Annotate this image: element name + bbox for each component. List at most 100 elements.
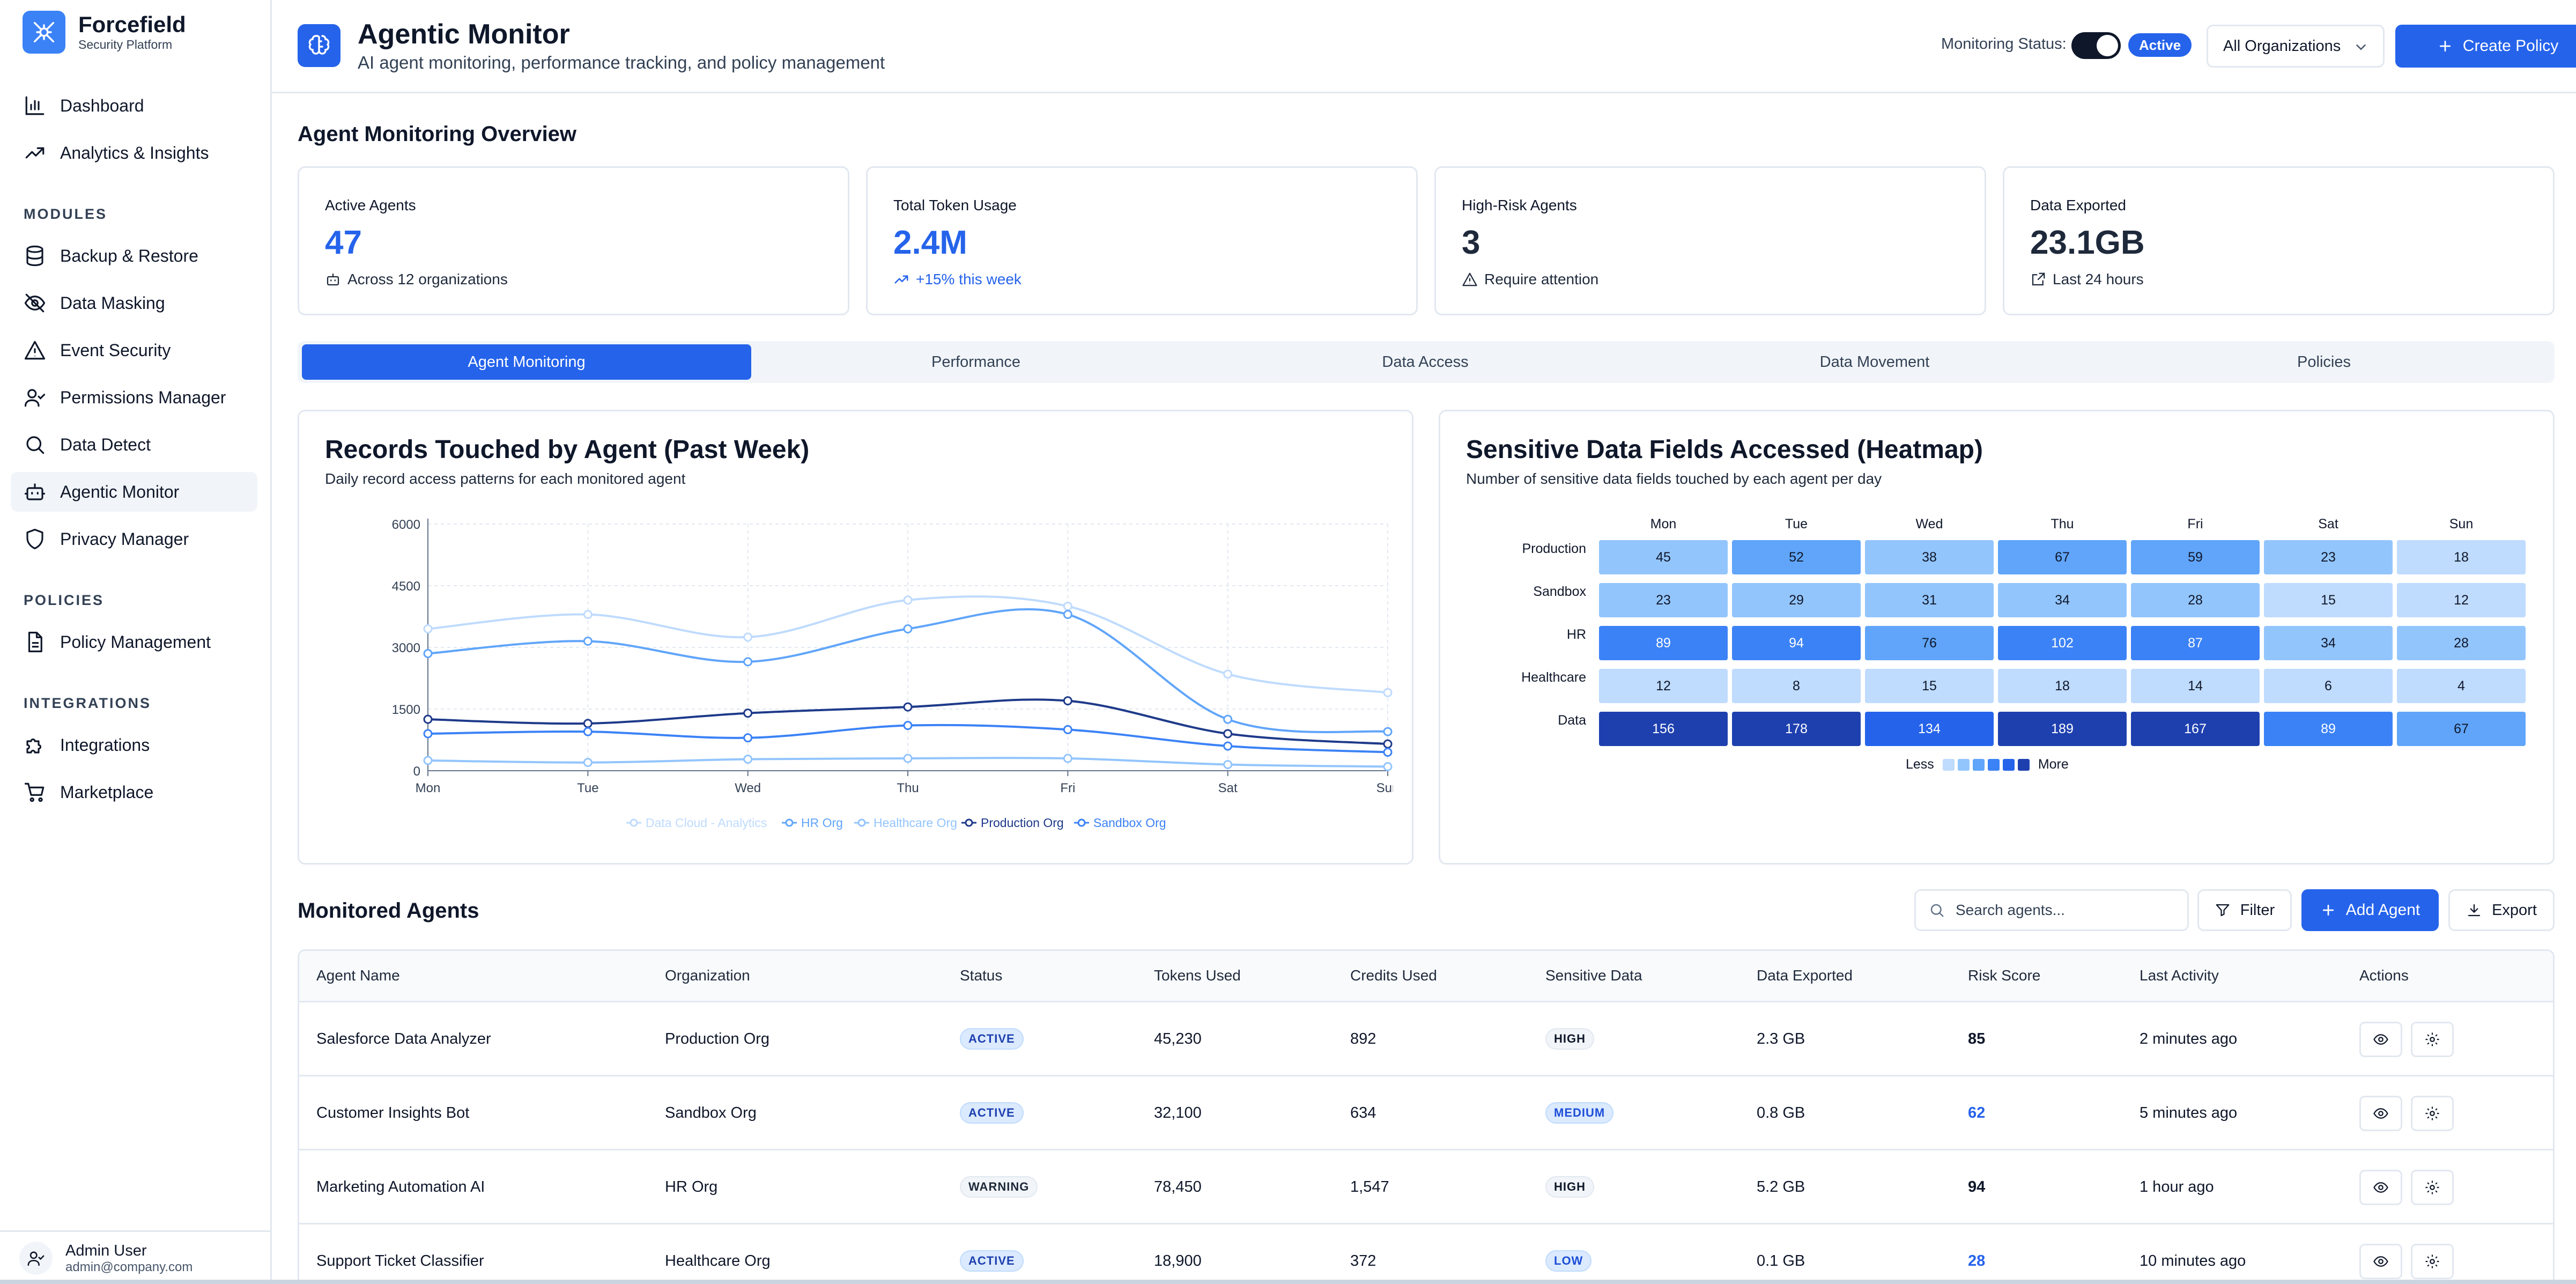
sidebar-item-policy-management[interactable]: Policy Management xyxy=(11,622,257,662)
create-policy-button[interactable]: Create Policy xyxy=(2395,25,2576,68)
sidebar-item-analytics[interactable]: Analytics & Insights xyxy=(11,133,257,173)
heatmap-cell[interactable]: 34 xyxy=(1998,583,2127,617)
heatmap-cell[interactable]: 12 xyxy=(2397,583,2526,617)
sidebar-item-permissions[interactable]: Permissions Manager xyxy=(11,378,257,417)
column-header[interactable]: Agent Name xyxy=(316,967,400,984)
heatmap-legend-swatch xyxy=(2002,758,2015,771)
column-header[interactable]: Data Exported xyxy=(1757,967,1853,984)
heatmap-cell[interactable]: 189 xyxy=(1998,712,2127,746)
heatmap-cell[interactable]: 38 xyxy=(1865,540,1994,574)
agent-name[interactable]: Customer Insights Bot xyxy=(316,1104,470,1121)
heatmap-cell[interactable]: 6 xyxy=(2264,669,2393,703)
add-agent-button[interactable]: Add Agent xyxy=(2301,889,2439,931)
tab-agent-monitoring[interactable]: Agent Monitoring xyxy=(302,344,751,380)
column-header[interactable]: Risk Score xyxy=(1968,967,2041,984)
column-header[interactable]: Status xyxy=(960,967,1003,984)
x-tick-label: Sun xyxy=(1376,781,1393,795)
legend-entry: Sandbox Org xyxy=(1093,816,1166,830)
data-exported: 2.3 GB xyxy=(1757,1030,1805,1047)
heatmap-cell[interactable]: 29 xyxy=(1732,583,1861,617)
heatmap-cell[interactable]: 89 xyxy=(2264,712,2393,746)
heatmap-cell[interactable]: 18 xyxy=(1998,669,2127,703)
export-button[interactable]: Export xyxy=(2448,889,2555,931)
stat-note: Across 12 organizations xyxy=(325,271,508,288)
table-row[interactable]: Salesforce Data Analyzer Production Org AC… xyxy=(299,1002,2553,1076)
heatmap-cell[interactable]: 4 xyxy=(2397,669,2526,703)
heatmap-cell[interactable]: 156 xyxy=(1599,712,1728,746)
monitoring-toggle[interactable] xyxy=(2071,32,2121,59)
heatmap-cell[interactable]: 89 xyxy=(1599,626,1728,660)
column-header[interactable]: Sensitive Data xyxy=(1545,967,1642,984)
heatmap-cell[interactable]: 23 xyxy=(1599,583,1728,617)
tab-data-movement[interactable]: Data Movement xyxy=(1819,353,1930,371)
view-agent-button[interactable] xyxy=(2359,1244,2402,1279)
heatmap-cell[interactable]: 15 xyxy=(1865,669,1994,703)
eye-icon xyxy=(2373,1034,2388,1045)
heatmap-cell[interactable]: 94 xyxy=(1732,626,1861,660)
view-agent-button[interactable] xyxy=(2359,1022,2402,1057)
heatmap-cell[interactable]: 14 xyxy=(2131,669,2260,703)
sidebar-item-backup[interactable]: Backup & Restore xyxy=(11,236,257,276)
agent-settings-button[interactable] xyxy=(2411,1170,2454,1205)
heatmap-cell[interactable]: 28 xyxy=(2397,626,2526,660)
heatmap-cell[interactable]: 15 xyxy=(2264,583,2393,617)
sidebar-item-agentic-monitor[interactable]: Agentic Monitor xyxy=(11,472,257,512)
agent-settings-button[interactable] xyxy=(2411,1096,2454,1131)
heatmap-cell[interactable]: 31 xyxy=(1865,583,1994,617)
table-row[interactable]: Support Ticket Classifier Healthcare Org A… xyxy=(299,1224,2553,1284)
sidebar-item-event-security[interactable]: Event Security xyxy=(11,330,257,370)
heatmap-cell[interactable]: 67 xyxy=(2397,712,2526,746)
heatmap-cell[interactable]: 59 xyxy=(2131,540,2260,574)
scrollbar-track[interactable] xyxy=(0,1280,2576,1284)
column-header[interactable]: Last Activity xyxy=(2140,967,2219,984)
heatmap-cell[interactable]: 23 xyxy=(2264,540,2393,574)
last-activity: 10 minutes ago xyxy=(2140,1252,2246,1270)
agent-search[interactable] xyxy=(1914,889,2189,931)
filter-button[interactable]: Filter xyxy=(2197,889,2292,931)
search-input[interactable] xyxy=(1955,901,2180,919)
sidebar-item-marketplace[interactable]: Marketplace xyxy=(11,772,257,812)
heatmap-cell[interactable]: 52 xyxy=(1732,540,1861,574)
view-agent-button[interactable] xyxy=(2359,1170,2402,1205)
eye-icon xyxy=(2373,1108,2388,1119)
sidebar-item-privacy[interactable]: Privacy Manager xyxy=(11,519,257,559)
data-point xyxy=(1383,739,1393,749)
heatmap-cell[interactable]: 45 xyxy=(1599,540,1728,574)
heatmap-cell[interactable]: 28 xyxy=(2131,583,2260,617)
heatmap-cell[interactable]: 12 xyxy=(1599,669,1728,703)
heatmap-cell[interactable]: 18 xyxy=(2397,540,2526,574)
heatmap-cell[interactable]: 34 xyxy=(2264,626,2393,660)
heatmap-cell[interactable]: 87 xyxy=(2131,626,2260,660)
heatmap-cell[interactable]: 8 xyxy=(1732,669,1861,703)
stat-note-text: +15% this week xyxy=(916,271,1021,287)
sidebar-item-data-masking[interactable]: Data Masking xyxy=(11,283,257,323)
agent-name[interactable]: Support Ticket Classifier xyxy=(316,1252,484,1270)
heatmap-cell[interactable]: 67 xyxy=(1998,540,2127,574)
heatmap-cell[interactable]: 178 xyxy=(1732,712,1861,746)
user-profile[interactable]: Admin User admin@company.com xyxy=(0,1230,270,1284)
organization-select[interactable]: All Organizations xyxy=(2207,25,2385,68)
brand[interactable]: Forcefield Security Platform xyxy=(23,11,186,54)
agent-name[interactable]: Marketing Automation AI xyxy=(316,1178,485,1196)
tab-performance[interactable]: Performance xyxy=(931,353,1020,371)
sidebar-item-data-detect[interactable]: Data Detect xyxy=(11,425,257,464)
column-header[interactable]: Credits Used xyxy=(1350,967,1437,984)
sidebar-item-integrations[interactable]: Integrations xyxy=(11,725,257,765)
heatmap-cell[interactable]: 102 xyxy=(1998,626,2127,660)
agent-settings-button[interactable] xyxy=(2411,1244,2454,1279)
plus-icon xyxy=(2439,40,2451,52)
agent-settings-button[interactable] xyxy=(2411,1022,2454,1057)
column-header[interactable]: Tokens Used xyxy=(1154,967,1241,984)
heatmap-cell[interactable]: 167 xyxy=(2131,712,2260,746)
view-agent-button[interactable] xyxy=(2359,1096,2402,1131)
tab-data-access[interactable]: Data Access xyxy=(1382,353,1469,371)
table-row[interactable]: Marketing Automation AI HR Org WARNING 78,4… xyxy=(299,1150,2553,1224)
table-row[interactable]: Customer Insights Bot Sandbox Org ACTIVE 32… xyxy=(299,1076,2553,1150)
heatmap-cell[interactable]: 76 xyxy=(1865,626,1994,660)
agent-name[interactable]: Salesforce Data Analyzer xyxy=(316,1030,491,1047)
last-activity: 2 minutes ago xyxy=(2140,1030,2238,1047)
tab-policies[interactable]: Policies xyxy=(2297,353,2351,371)
column-header[interactable]: Organization xyxy=(665,967,750,984)
sidebar-item-dashboard[interactable]: Dashboard xyxy=(11,86,257,126)
heatmap-cell[interactable]: 134 xyxy=(1865,712,1994,746)
